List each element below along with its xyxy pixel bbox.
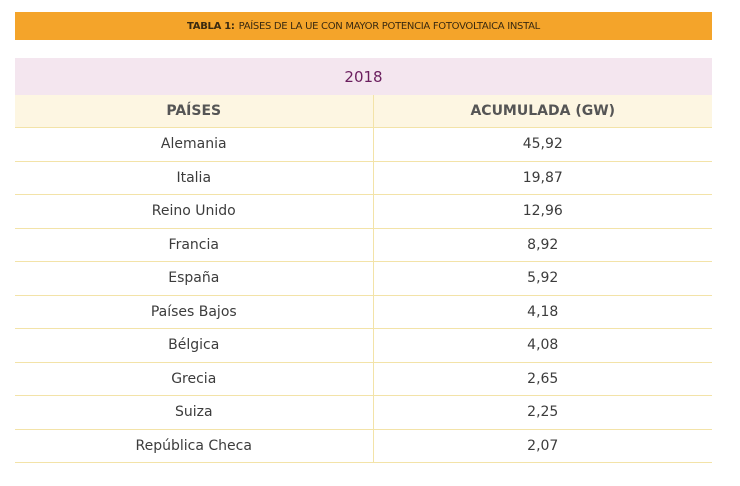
table-row: Francia 8,92 (15, 228, 712, 262)
title-text: PAÍSES DE LA UE CON MAYOR POTENCIA FOTOV… (238, 20, 541, 32)
table-row: República Checa 2,07 (15, 429, 712, 463)
table-row: Suiza 2,25 (15, 395, 712, 430)
value-cell: 2,25 (373, 395, 712, 430)
country-cell: Alemania (15, 127, 374, 162)
header-row: PAÍSES ACUMULADA (GW) (15, 95, 712, 128)
value-cell: 12,96 (373, 194, 712, 229)
country-cell: República Checa (15, 429, 374, 463)
title-banner: TABLA 1: PAÍSES DE LA UE CON MAYOR POTEN… (15, 12, 712, 40)
value-cell: 8,92 (373, 228, 712, 262)
country-cell: Países Bajos (15, 295, 374, 329)
country-cell: España (15, 261, 374, 296)
country-cell: Francia (15, 228, 374, 262)
table-row: Grecia 2,65 (15, 362, 712, 396)
data-table: 2018 PAÍSES ACUMULADA (GW) Alemania 45,92… (15, 58, 712, 463)
header-cell: PAÍSES (15, 95, 374, 128)
value-cell: 45,92 (373, 127, 712, 162)
value-cell: 5,92 (373, 261, 712, 296)
year-row: 2018 (15, 58, 712, 95)
value-cell: 19,87 (373, 161, 712, 195)
country-cell: Bélgica (15, 328, 374, 363)
table-row: Países Bajos 4,18 (15, 295, 712, 329)
value-cell: 4,08 (373, 328, 712, 363)
value-cell: 4,18 (373, 295, 712, 329)
header-cell: ACUMULADA (GW) (373, 95, 712, 128)
title-label: TABLA 1: (187, 20, 235, 32)
country-cell: Suiza (15, 395, 374, 430)
table-row: España 5,92 (15, 261, 712, 296)
country-cell: Grecia (15, 362, 374, 396)
country-cell: Italia (15, 161, 374, 195)
value-cell: 2,65 (373, 362, 712, 396)
table-row: Reino Unido 12,96 (15, 194, 712, 229)
year-cell: 2018 (15, 58, 712, 95)
value-cell: 2,07 (373, 429, 712, 463)
country-cell: Reino Unido (15, 194, 374, 229)
table-body: Alemania 45,92 Italia 19,87 Reino Unido 12,96… (15, 127, 712, 463)
table-row: Italia 19,87 (15, 161, 712, 195)
table-row: Alemania 45,92 (15, 127, 712, 162)
table-row: Bélgica 4,08 (15, 328, 712, 363)
